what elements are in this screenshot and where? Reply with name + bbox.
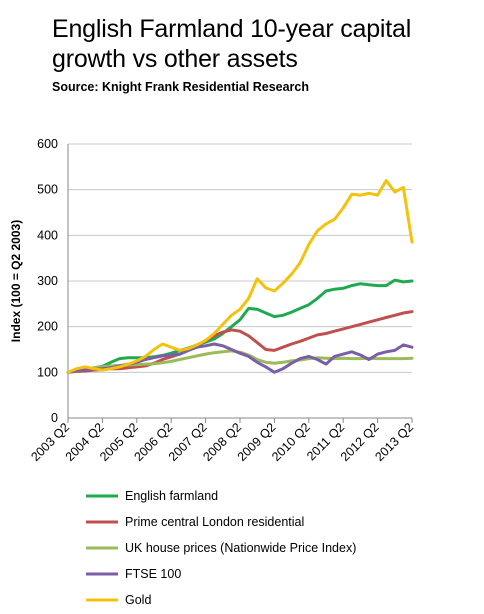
y-tick-label: 600: [37, 137, 58, 151]
legend-label-uk-house-prices-nationwide-price-index: UK house prices (Nationwide Price Index): [125, 541, 356, 555]
y-tick-label: 500: [37, 183, 58, 197]
series-line-prime-central-london-residential: [66, 310, 414, 374]
legend-label-english-farmland: English farmland: [125, 489, 218, 503]
x-tick-label: 2010 Q2: [269, 420, 313, 464]
series-line-english-farmland: [66, 278, 414, 374]
x-tick-label: 2013 Q2: [372, 420, 416, 464]
y-tick-label: 400: [37, 228, 58, 242]
series-line-gold: [66, 179, 414, 374]
legend-label-prime-central-london-residential: Prime central London residential: [125, 515, 304, 529]
legend-label-gold: Gold: [125, 593, 151, 607]
chart-title: English Farmland 10-year capital growth …: [52, 15, 412, 73]
y-tick-label: 0: [51, 411, 58, 425]
y-tick-label: 200: [37, 320, 58, 334]
chart-source: Source: Knight Frank Residential Researc…: [52, 80, 310, 94]
y-tick-label: 300: [37, 274, 58, 288]
legend-label-ftse-100: FTSE 100: [125, 567, 181, 581]
y-axis-label: Index (100 = Q2 2003): [9, 220, 23, 342]
y-tick-label: 100: [37, 365, 58, 379]
